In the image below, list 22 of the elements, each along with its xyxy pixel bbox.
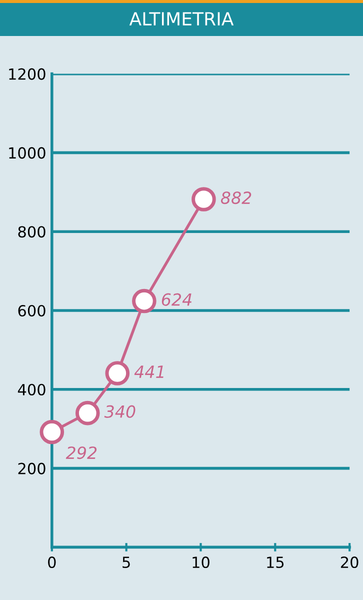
y-tick-label: 600: [18, 304, 46, 317]
chart-title: ALTIMETRIA: [129, 12, 234, 26]
y-tick-label: 200: [18, 462, 46, 474]
y-tick-label: 1000: [9, 147, 46, 159]
point: [132, 288, 156, 314]
data-label: 882: [220, 191, 252, 204]
y-tick-label: 1200: [9, 68, 46, 80]
x-tick-label: 10: [192, 556, 210, 568]
x-tick-label: 15: [267, 556, 284, 568]
data-label: 292: [66, 446, 97, 460]
data-label: 624: [162, 293, 192, 306]
x-tick-label: 0: [48, 556, 56, 568]
y-tick-label: 400: [18, 384, 46, 396]
data-label: 441: [134, 366, 164, 378]
point: [105, 361, 130, 386]
point: [192, 187, 216, 212]
point: [40, 420, 64, 444]
y-tick-label: 800: [18, 226, 46, 238]
data-label: 340: [104, 405, 136, 418]
x-tick-label: 5: [122, 556, 130, 568]
x-tick-label: 20: [340, 556, 358, 568]
point: [75, 400, 100, 426]
